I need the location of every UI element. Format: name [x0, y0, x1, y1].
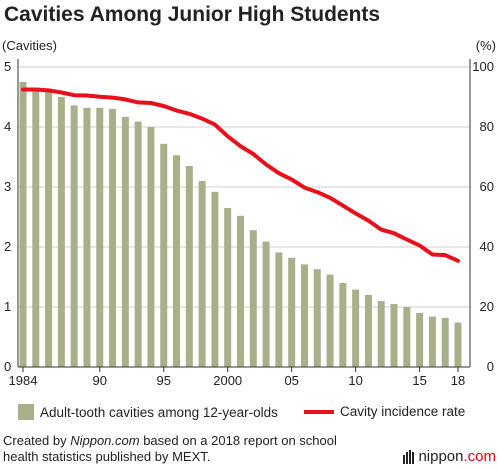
x-tick-label: 1984	[9, 373, 38, 388]
legend-bars-label: Adult-tooth cavities among 12-year-olds	[40, 404, 278, 420]
source-prefix: Created by	[3, 433, 71, 448]
bar	[224, 208, 232, 367]
bar	[32, 89, 40, 367]
legend-line-swatch	[304, 409, 334, 414]
brand-logo: nippon .com	[403, 448, 496, 465]
x-tick-label: 10	[348, 373, 362, 388]
x-tick-label: 15	[412, 373, 426, 388]
tick-labels: 1984 90 95 2000 05 10 15 18 0 1 2 3 4 5 0 20 40 60 80 100	[4, 59, 494, 388]
bar	[70, 105, 78, 368]
x-tick-label: 90	[93, 373, 107, 388]
brand-name: nippon	[418, 448, 464, 465]
bar	[339, 283, 347, 367]
y-right-tick-label: 80	[480, 119, 494, 134]
y-right-unit-label: (%)	[475, 38, 496, 53]
bar	[288, 257, 296, 367]
bar	[390, 304, 398, 367]
brand-suffix: .com	[463, 448, 496, 465]
y-left-tick-label: 3	[4, 179, 11, 194]
bar	[352, 289, 360, 367]
y-left-tick-label: 1	[4, 299, 11, 314]
bar	[19, 82, 27, 367]
bar	[326, 274, 334, 367]
bar	[121, 116, 129, 367]
bar-series	[19, 82, 462, 368]
bar	[83, 107, 91, 368]
y-left-tick-label: 5	[4, 59, 11, 74]
bar	[313, 269, 321, 367]
bar	[185, 166, 193, 367]
incidence-rate-line	[21, 87, 460, 263]
bar	[109, 109, 117, 367]
bar	[454, 322, 462, 367]
source-suffix: based on a 2018 report on school health …	[3, 433, 337, 464]
y-left-tick-label: 4	[4, 119, 11, 134]
brand-mark-icon	[403, 449, 415, 464]
x-tick-label: 18	[451, 373, 465, 388]
x-tick-label: 2000	[213, 373, 242, 388]
bar	[57, 97, 65, 367]
bar	[237, 215, 244, 367]
bar	[416, 313, 424, 367]
axes	[17, 59, 471, 372]
chart-title: Cavities Among Junior High Students	[4, 3, 381, 26]
legend-line-label: Cavity incidence rate	[340, 404, 466, 419]
bar	[377, 301, 385, 367]
y-right-tick-label: 100	[472, 59, 494, 74]
y-right-tick-label: 40	[480, 239, 494, 254]
y-left-tick-label: 2	[4, 239, 11, 254]
bar	[211, 191, 219, 367]
bar	[441, 317, 449, 367]
bar	[198, 181, 206, 367]
line-series	[21, 87, 460, 263]
bar	[364, 295, 372, 367]
legend-item-bars: Adult-tooth cavities among 12-year-olds	[18, 404, 278, 420]
bar	[300, 264, 308, 367]
legend: Adult-tooth cavities among 12-year-olds …	[18, 404, 488, 426]
bar	[173, 155, 181, 367]
legend-item-line: Cavity incidence rate	[304, 404, 465, 419]
source-site: Nippon.com	[70, 433, 140, 448]
x-tick-label: 95	[157, 373, 171, 388]
bar	[147, 127, 155, 367]
bar	[96, 107, 104, 368]
y-right-tick-label: 20	[480, 299, 494, 314]
chart-plot: 1984 90 95 2000 05 10 15 18 0 1 2 3 4 5 0 20 40 60 80 100	[4, 59, 494, 388]
y-right-tick-label: 0	[487, 359, 494, 374]
y-right-tick-label: 60	[480, 179, 494, 194]
bar	[45, 91, 53, 367]
legend-bar-swatch	[18, 404, 34, 420]
bar	[275, 252, 283, 367]
bar	[249, 230, 257, 367]
bar	[428, 316, 436, 367]
bar	[134, 121, 142, 367]
source-note: Created by Nippon.com based on a 2018 re…	[3, 433, 363, 465]
bar	[262, 241, 270, 367]
x-tick-label: 05	[284, 373, 298, 388]
y-left-unit-label: (Cavities)	[2, 38, 57, 53]
y-left-tick-label: 0	[4, 359, 11, 374]
bar	[160, 143, 168, 367]
bar	[403, 307, 411, 367]
